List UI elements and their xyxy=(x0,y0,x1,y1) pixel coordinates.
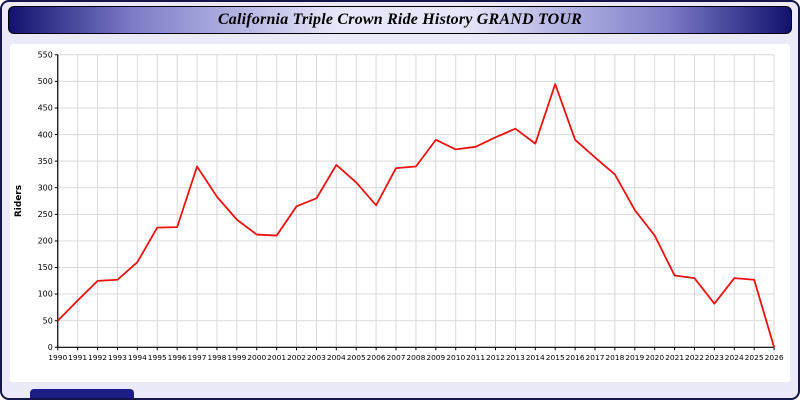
svg-text:200: 200 xyxy=(38,237,53,246)
svg-text:2000: 2000 xyxy=(247,353,266,362)
svg-text:50: 50 xyxy=(43,316,53,325)
svg-text:2012: 2012 xyxy=(486,353,505,362)
svg-text:2002: 2002 xyxy=(287,353,306,362)
svg-text:2008: 2008 xyxy=(406,353,425,362)
svg-text:1994: 1994 xyxy=(128,353,147,362)
svg-text:250: 250 xyxy=(38,210,53,219)
svg-text:2016: 2016 xyxy=(566,353,585,362)
svg-text:2003: 2003 xyxy=(307,353,326,362)
chart-panel: 0 50 100 150 200 250 300 350 400 450 500 550 1990 199… xyxy=(10,44,790,382)
svg-text:500: 500 xyxy=(38,77,53,86)
svg-text:550: 550 xyxy=(38,50,53,59)
svg-text:0: 0 xyxy=(48,343,53,352)
svg-text:2011: 2011 xyxy=(466,353,485,362)
svg-text:Riders: Riders xyxy=(14,185,24,217)
svg-text:2014: 2014 xyxy=(526,353,545,362)
svg-text:2013: 2013 xyxy=(506,353,525,362)
svg-text:300: 300 xyxy=(38,183,53,192)
svg-text:150: 150 xyxy=(38,263,53,272)
svg-text:1996: 1996 xyxy=(168,353,187,362)
svg-text:1998: 1998 xyxy=(207,353,226,362)
svg-text:350: 350 xyxy=(38,157,53,166)
svg-text:2022: 2022 xyxy=(685,353,704,362)
svg-text:2023: 2023 xyxy=(705,353,724,362)
svg-text:1999: 1999 xyxy=(227,353,246,362)
title-bar: California Triple Crown Ride History GRA… xyxy=(8,6,792,34)
svg-text:2026: 2026 xyxy=(765,353,784,362)
svg-text:2010: 2010 xyxy=(446,353,465,362)
svg-text:2005: 2005 xyxy=(347,353,366,362)
svg-text:1995: 1995 xyxy=(148,353,167,362)
svg-text:2009: 2009 xyxy=(426,353,445,362)
svg-text:2020: 2020 xyxy=(645,353,664,362)
svg-text:1992: 1992 xyxy=(88,353,107,362)
svg-text:2021: 2021 xyxy=(665,353,684,362)
svg-text:450: 450 xyxy=(38,104,53,113)
bottom-accent-bar xyxy=(30,389,134,398)
svg-text:1991: 1991 xyxy=(68,353,87,362)
svg-text:400: 400 xyxy=(38,130,53,139)
svg-text:100: 100 xyxy=(38,290,53,299)
svg-text:1990: 1990 xyxy=(48,353,67,362)
svg-text:1993: 1993 xyxy=(108,353,127,362)
svg-text:2015: 2015 xyxy=(546,353,565,362)
svg-text:1997: 1997 xyxy=(188,353,207,362)
svg-text:2024: 2024 xyxy=(725,353,744,362)
svg-text:2004: 2004 xyxy=(327,353,346,362)
svg-text:2001: 2001 xyxy=(267,353,286,362)
chart-title: California Triple Crown Ride History GRA… xyxy=(217,11,583,28)
svg-text:2007: 2007 xyxy=(387,353,406,362)
svg-text:2006: 2006 xyxy=(367,353,386,362)
svg-text:2025: 2025 xyxy=(745,353,764,362)
svg-text:2019: 2019 xyxy=(625,353,644,362)
svg-text:2017: 2017 xyxy=(586,353,605,362)
svg-text:2018: 2018 xyxy=(605,353,624,362)
